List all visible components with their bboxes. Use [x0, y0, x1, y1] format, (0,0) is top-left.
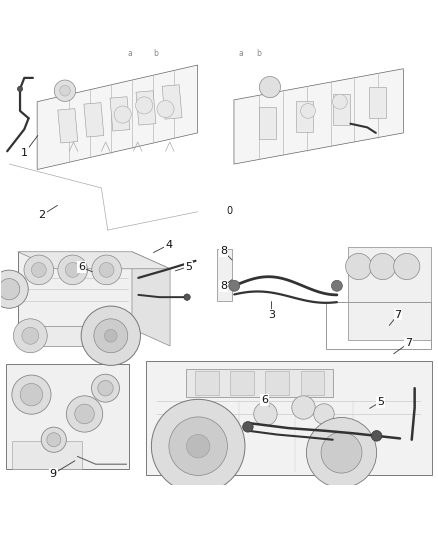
Text: b: b — [256, 49, 261, 58]
Text: 7: 7 — [405, 338, 413, 348]
Bar — [187, 369, 333, 397]
Circle shape — [314, 403, 334, 424]
Circle shape — [259, 76, 281, 98]
Circle shape — [0, 279, 20, 300]
Circle shape — [20, 383, 42, 406]
Bar — [259, 108, 276, 139]
Circle shape — [14, 319, 47, 353]
Bar — [18, 326, 132, 346]
Bar — [1, 238, 212, 352]
Bar — [296, 101, 313, 132]
Text: 7: 7 — [395, 310, 402, 319]
Circle shape — [47, 433, 61, 447]
Circle shape — [22, 327, 39, 344]
Bar — [136, 91, 156, 125]
Text: 4: 4 — [165, 240, 172, 249]
Text: a: a — [239, 49, 244, 58]
Circle shape — [321, 432, 362, 473]
Circle shape — [18, 86, 23, 92]
Polygon shape — [18, 252, 132, 329]
Circle shape — [24, 255, 53, 285]
Circle shape — [187, 434, 210, 458]
Circle shape — [184, 294, 190, 300]
Bar — [12, 441, 82, 470]
Bar — [370, 87, 386, 118]
Text: b: b — [153, 49, 159, 58]
Text: 5: 5 — [185, 262, 192, 271]
Text: 6: 6 — [78, 262, 85, 272]
Circle shape — [136, 97, 153, 114]
Circle shape — [58, 255, 88, 285]
Circle shape — [41, 427, 67, 453]
Circle shape — [152, 399, 245, 493]
Circle shape — [346, 253, 372, 280]
Bar — [326, 302, 431, 349]
Bar — [6, 364, 129, 470]
Bar — [58, 109, 78, 143]
Text: 2: 2 — [39, 210, 46, 220]
Circle shape — [243, 422, 253, 432]
Circle shape — [60, 85, 71, 96]
Polygon shape — [132, 252, 170, 346]
Circle shape — [92, 374, 120, 402]
Circle shape — [254, 402, 277, 426]
Bar — [348, 247, 431, 340]
Circle shape — [371, 431, 382, 441]
Circle shape — [65, 262, 80, 277]
Circle shape — [98, 381, 113, 396]
Bar — [223, 51, 435, 234]
Circle shape — [54, 80, 76, 101]
Bar — [162, 85, 182, 119]
Text: 6: 6 — [261, 394, 268, 405]
Circle shape — [332, 94, 347, 109]
Bar — [230, 372, 254, 394]
Bar — [84, 103, 104, 137]
Circle shape — [157, 101, 174, 118]
Bar — [333, 94, 350, 125]
Bar — [217, 238, 435, 352]
Text: 8: 8 — [220, 281, 227, 291]
Bar — [145, 361, 432, 474]
Text: 8: 8 — [220, 246, 227, 256]
Bar — [265, 372, 289, 394]
Circle shape — [114, 106, 131, 123]
Bar — [5, 51, 219, 234]
Circle shape — [307, 417, 377, 488]
Bar — [143, 356, 435, 485]
Circle shape — [0, 270, 28, 308]
Text: 3: 3 — [268, 310, 275, 319]
Circle shape — [99, 262, 114, 277]
Polygon shape — [18, 252, 170, 269]
Circle shape — [12, 375, 51, 414]
Circle shape — [300, 103, 315, 118]
Polygon shape — [37, 65, 198, 169]
Circle shape — [104, 329, 117, 342]
Text: a: a — [127, 49, 132, 58]
Circle shape — [32, 262, 46, 277]
Bar — [195, 372, 219, 394]
Bar — [300, 372, 324, 394]
Text: 1: 1 — [21, 148, 28, 158]
Polygon shape — [234, 69, 403, 164]
Text: 5: 5 — [377, 397, 384, 407]
Bar — [110, 96, 130, 131]
Circle shape — [332, 280, 343, 291]
Circle shape — [94, 319, 128, 353]
Bar — [1, 356, 141, 485]
Circle shape — [92, 255, 121, 285]
Circle shape — [81, 306, 141, 366]
Circle shape — [229, 280, 240, 291]
Bar — [217, 249, 232, 301]
Circle shape — [370, 253, 396, 280]
Circle shape — [292, 396, 315, 419]
Circle shape — [169, 417, 227, 475]
Text: 9: 9 — [49, 469, 57, 479]
Text: 0: 0 — [227, 206, 233, 216]
Circle shape — [67, 396, 102, 432]
Circle shape — [394, 253, 420, 280]
Circle shape — [75, 404, 94, 424]
